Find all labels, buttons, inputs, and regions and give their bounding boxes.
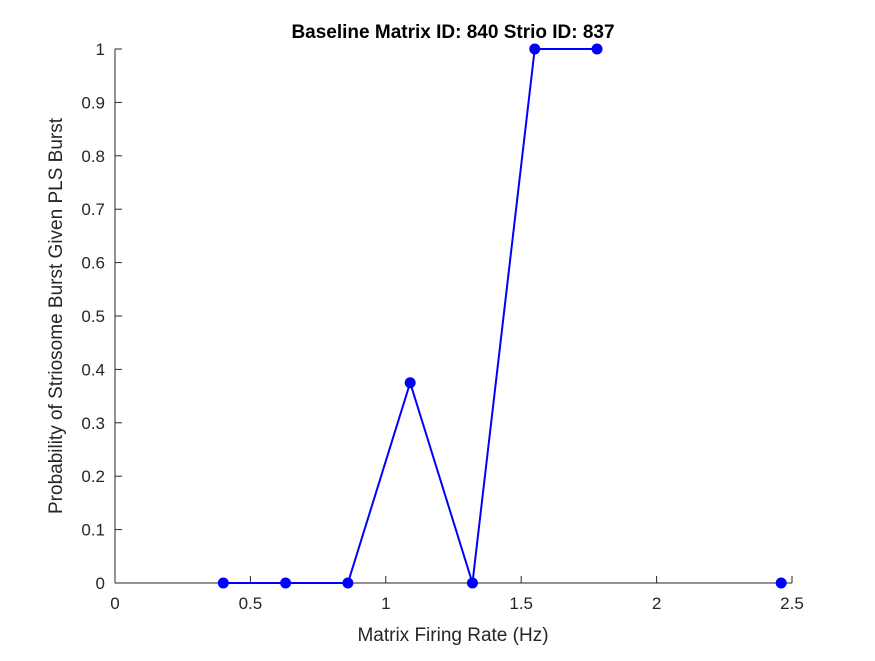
y-tick-label: 0.7 bbox=[81, 200, 105, 219]
y-tick-label: 0.8 bbox=[81, 147, 105, 166]
y-tick-label: 0.1 bbox=[81, 521, 105, 540]
data-point bbox=[775, 577, 787, 589]
x-tick-label: 0 bbox=[110, 594, 119, 613]
x-axis-label: Matrix Firing Rate (Hz) bbox=[357, 625, 548, 646]
y-tick-label: 0.6 bbox=[81, 254, 105, 273]
data-point bbox=[466, 577, 478, 589]
x-tick-label: 2 bbox=[652, 594, 661, 613]
y-axis-label: Probability of Striosome Burst Given PLS… bbox=[46, 117, 67, 514]
y-tick-label: 0.9 bbox=[81, 93, 105, 112]
x-axis-ticks: 0 0.5 1 1.5 2 2.5 bbox=[110, 576, 804, 613]
data-point bbox=[404, 377, 416, 389]
y-tick-label: 0.4 bbox=[81, 360, 105, 379]
plot-points bbox=[217, 43, 787, 589]
y-axis-ticks: 0 0.1 0.2 0.3 0.4 0.5 0.6 0.7 0.8 0.9 1 bbox=[81, 40, 122, 593]
data-point bbox=[280, 577, 292, 589]
x-tick-label: 2.5 bbox=[780, 594, 804, 613]
data-point bbox=[217, 577, 229, 589]
data-point bbox=[342, 577, 354, 589]
axes bbox=[114, 49, 792, 584]
y-tick-label: 1 bbox=[96, 40, 105, 59]
y-tick-label: 0.3 bbox=[81, 414, 105, 433]
y-tick-label: 0.2 bbox=[81, 467, 105, 486]
x-tick-label: 1 bbox=[381, 594, 390, 613]
x-tick-label: 1.5 bbox=[509, 594, 533, 613]
x-tick-label: 0.5 bbox=[239, 594, 263, 613]
series-line bbox=[223, 48, 598, 584]
y-tick-label: 0.5 bbox=[81, 307, 105, 326]
data-point bbox=[591, 43, 603, 55]
data-point bbox=[529, 43, 541, 55]
y-tick-label: 0 bbox=[96, 574, 105, 593]
chart-title: Baseline Matrix ID: 840 Strio ID: 837 bbox=[291, 22, 614, 43]
plot-lines bbox=[223, 48, 598, 584]
